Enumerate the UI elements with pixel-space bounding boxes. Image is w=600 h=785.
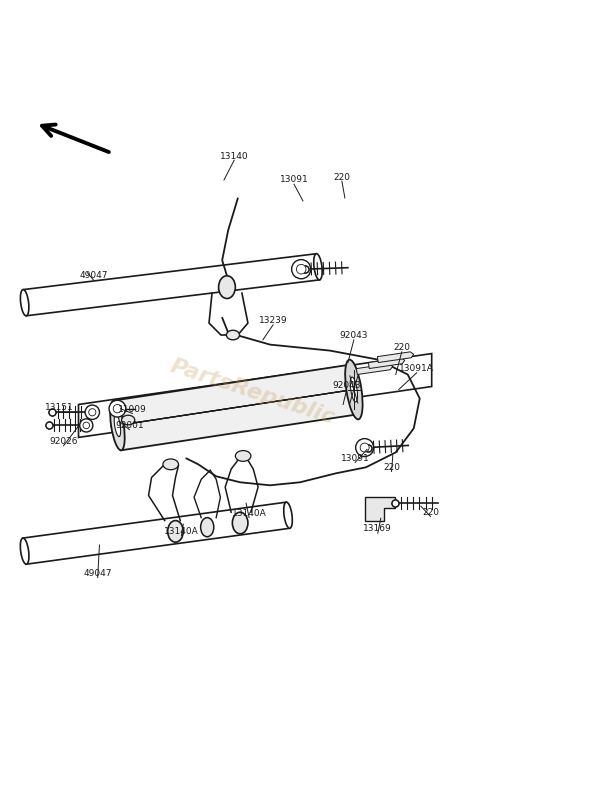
Text: 13169: 13169 bbox=[364, 524, 392, 534]
Ellipse shape bbox=[89, 409, 96, 416]
Text: 13239: 13239 bbox=[259, 316, 287, 325]
Ellipse shape bbox=[356, 439, 374, 457]
Text: 13140: 13140 bbox=[220, 152, 248, 161]
Text: 92001: 92001 bbox=[115, 421, 144, 430]
Text: PartsRepublic: PartsRepublic bbox=[167, 356, 337, 429]
Ellipse shape bbox=[314, 254, 322, 280]
Text: 220: 220 bbox=[334, 173, 350, 181]
Ellipse shape bbox=[83, 422, 89, 429]
Ellipse shape bbox=[163, 459, 178, 469]
Ellipse shape bbox=[226, 330, 239, 340]
Text: 13140A: 13140A bbox=[164, 527, 199, 536]
Polygon shape bbox=[365, 497, 395, 521]
Text: 92043: 92043 bbox=[332, 381, 361, 390]
FancyArrow shape bbox=[356, 363, 393, 374]
Text: 13091: 13091 bbox=[280, 176, 308, 184]
FancyArrow shape bbox=[377, 352, 414, 363]
Ellipse shape bbox=[20, 290, 29, 316]
Ellipse shape bbox=[85, 405, 100, 419]
Ellipse shape bbox=[200, 517, 214, 537]
Ellipse shape bbox=[232, 513, 248, 534]
Text: 13091: 13091 bbox=[341, 454, 370, 463]
Ellipse shape bbox=[20, 538, 29, 564]
Ellipse shape bbox=[360, 443, 369, 452]
Ellipse shape bbox=[235, 451, 251, 462]
Polygon shape bbox=[23, 502, 290, 564]
Ellipse shape bbox=[80, 419, 93, 432]
Ellipse shape bbox=[345, 360, 362, 419]
Text: 13140A: 13140A bbox=[232, 509, 266, 518]
Text: 11009: 11009 bbox=[118, 405, 147, 414]
Text: 220: 220 bbox=[383, 463, 400, 472]
Text: 13151: 13151 bbox=[45, 403, 74, 412]
Ellipse shape bbox=[218, 276, 235, 298]
Ellipse shape bbox=[114, 414, 121, 436]
Polygon shape bbox=[23, 254, 320, 316]
Ellipse shape bbox=[292, 260, 311, 279]
Text: 92043: 92043 bbox=[340, 331, 368, 340]
Text: 49047: 49047 bbox=[83, 569, 112, 578]
Text: 220: 220 bbox=[393, 343, 410, 352]
Polygon shape bbox=[113, 365, 358, 451]
FancyArrow shape bbox=[368, 358, 405, 368]
Text: 13091A: 13091A bbox=[399, 364, 434, 373]
Ellipse shape bbox=[122, 415, 135, 425]
Ellipse shape bbox=[284, 502, 292, 528]
Ellipse shape bbox=[113, 404, 122, 413]
Text: 220: 220 bbox=[422, 508, 439, 517]
Ellipse shape bbox=[296, 265, 306, 274]
Ellipse shape bbox=[168, 520, 183, 542]
Ellipse shape bbox=[109, 400, 126, 417]
Ellipse shape bbox=[110, 400, 125, 451]
Text: 49047: 49047 bbox=[79, 272, 108, 280]
Ellipse shape bbox=[350, 377, 358, 402]
Text: 92026: 92026 bbox=[49, 437, 78, 446]
